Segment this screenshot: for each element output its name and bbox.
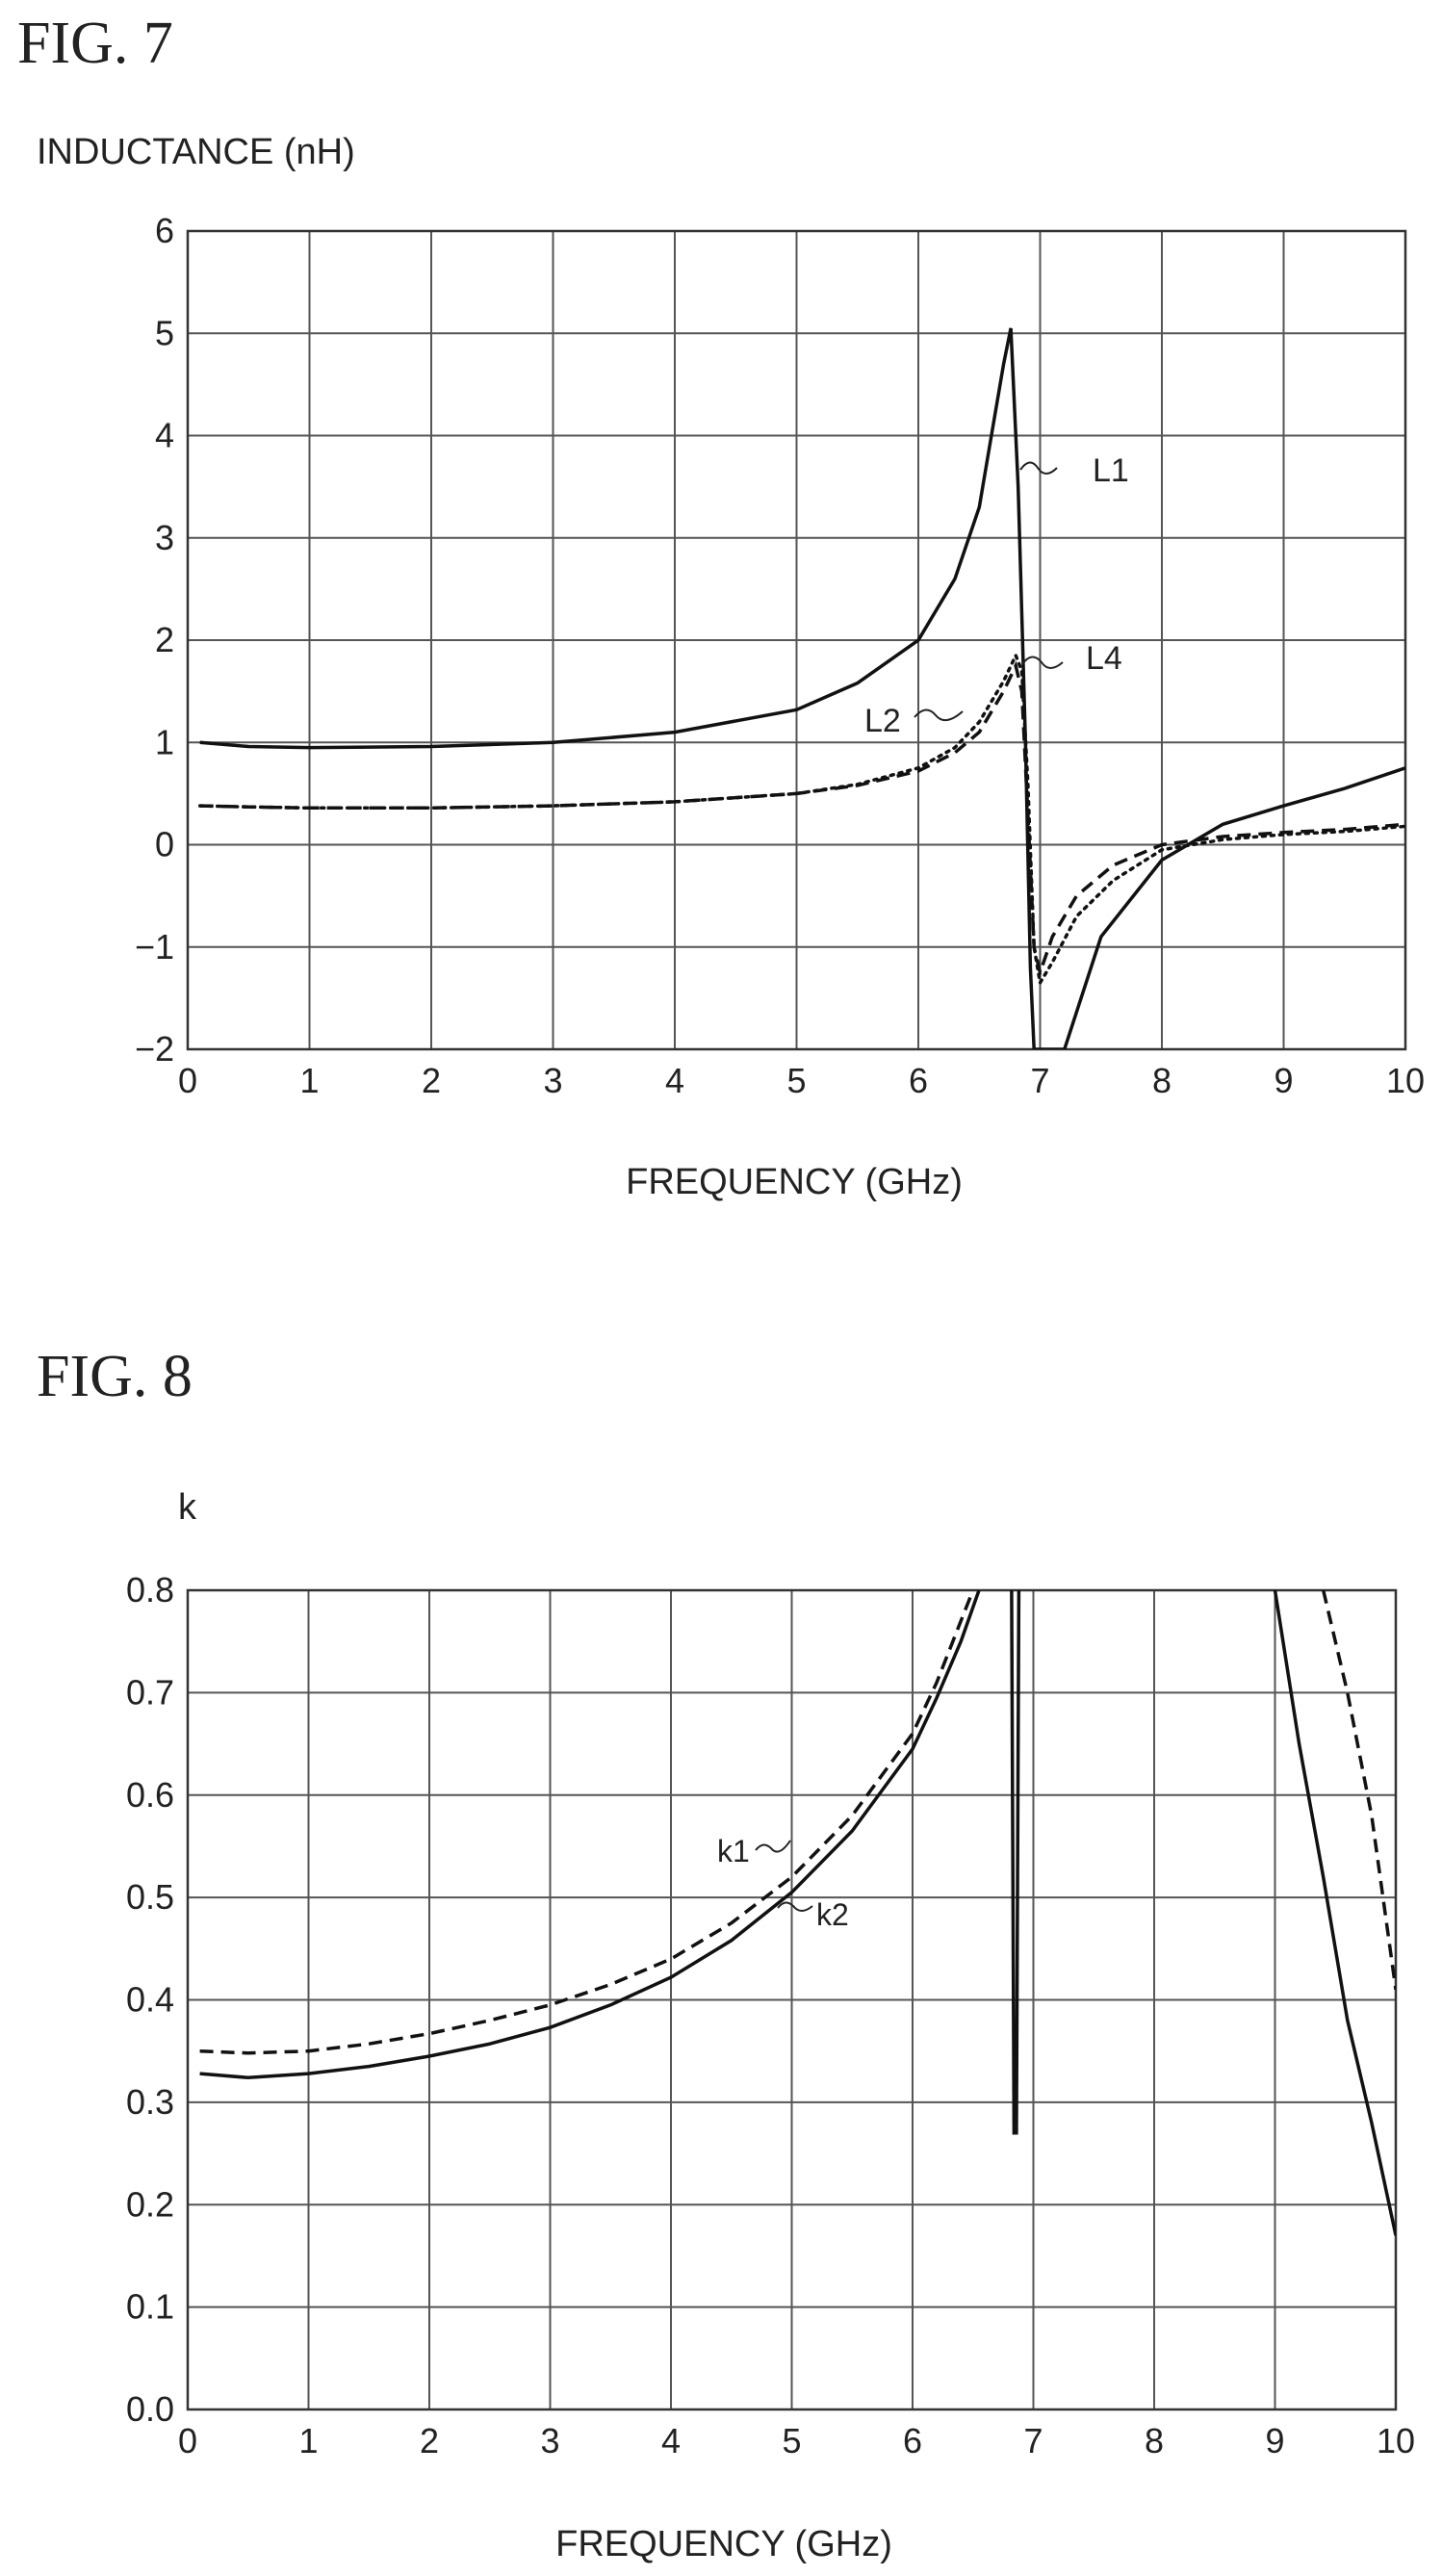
x-tick-label: 0 <box>178 2421 197 2460</box>
x-tick-label: 5 <box>786 1061 806 1100</box>
annotation-k2: k2 <box>816 1897 849 1932</box>
x-tick-label: 3 <box>543 1061 562 1100</box>
figure-8-label: FIG. 8 <box>37 1344 193 1409</box>
y-tick-label: 0.8 <box>126 1570 174 1610</box>
series-line-k1 <box>199 1590 975 2055</box>
x-tick-label: 8 <box>1152 1061 1172 1100</box>
annotation-l1: L1 <box>1093 452 1129 489</box>
plot-frame <box>186 1588 1398 2411</box>
y-tick-label: 6 <box>155 211 174 250</box>
x-tick-label: 9 <box>1274 1061 1293 1100</box>
leader-l1 <box>1019 461 1058 475</box>
y-axis-label: INDUCTANCE (nH) <box>37 132 355 172</box>
annotation-l4: L4 <box>1086 640 1122 677</box>
x-tick-label: 1 <box>298 2421 318 2460</box>
x-tick-label: 1 <box>299 1061 319 1100</box>
y-tick-label: 0.4 <box>126 1980 174 2020</box>
leader-l2 <box>914 708 964 722</box>
y-axis-label: k <box>178 1487 197 1528</box>
y-tick-label: 0.2 <box>126 2184 174 2224</box>
series-line-l2 <box>199 660 1405 979</box>
x-tick-label: 10 <box>1377 2421 1415 2460</box>
x-tick-label: 5 <box>782 2421 801 2460</box>
x-tick-label: 6 <box>903 2421 922 2460</box>
x-tick-label: 2 <box>422 1061 441 1100</box>
chart-fig8: k FREQUENCY (GHz) 0 1 2 3 4 5 6 7 8 9 10 0.0 0.1 0.2 0… <box>126 1487 1415 2564</box>
x-tick-label: 2 <box>420 2421 439 2460</box>
chart-fig7: INDUCTANCE (nH) FREQUENCY (GHz) 0 1 2 3 4 5 6 7… <box>37 132 1425 1202</box>
x-tick-label: 0 <box>178 1061 197 1100</box>
y-tick-label: 0.7 <box>126 1672 174 1712</box>
x-axis-label: FREQUENCY (GHz) <box>555 2524 892 2564</box>
series-line-k2-high <box>1273 1590 1396 2236</box>
x-tick-label: 4 <box>661 2421 681 2460</box>
x-tick-label: 8 <box>1145 2421 1164 2460</box>
x-tick-label: 4 <box>665 1061 684 1100</box>
x-tick-label: 3 <box>540 2421 559 2460</box>
y-tick-label: 5 <box>155 313 174 352</box>
figure-7-label: FIG. 7 <box>17 11 173 76</box>
x-tick-label: 6 <box>909 1061 928 1100</box>
annotation-k1: k1 <box>717 1834 750 1868</box>
annotation-l2: L2 <box>864 703 901 739</box>
series-line-l4 <box>197 651 1405 988</box>
series-line-l1 <box>199 327 1405 1049</box>
x-tick-label: 7 <box>1023 2421 1043 2460</box>
y-tick-label: 0.0 <box>126 2389 174 2429</box>
series-line-k1-high <box>1321 1590 1396 1991</box>
y-tick-label: 2 <box>155 620 174 659</box>
y-tick-label: 0 <box>155 825 174 864</box>
series-line-k2 <box>199 1590 981 2080</box>
series-line-k2-resonance <box>1010 1590 1021 2135</box>
x-axis-label: FREQUENCY (GHz) <box>626 1162 963 1202</box>
y-tick-label: 1 <box>155 722 174 761</box>
y-tick-label: 0.6 <box>126 1775 174 1815</box>
leader-l4 <box>1021 656 1064 669</box>
leader-k1 <box>755 1840 791 1853</box>
x-tick-label: 7 <box>1030 1061 1049 1100</box>
leader-k2 <box>777 1901 813 1912</box>
y-tick-label: 0.1 <box>126 2287 174 2327</box>
y-tick-label: −2 <box>135 1029 174 1069</box>
y-tick-label: 0.3 <box>126 2082 174 2122</box>
x-tick-label: 10 <box>1386 1061 1425 1100</box>
plot-frame <box>186 229 1407 1051</box>
y-tick-label: −1 <box>135 927 174 966</box>
y-tick-label: 0.5 <box>126 1877 174 1917</box>
y-tick-label: 4 <box>155 416 174 455</box>
x-tick-label: 9 <box>1265 2421 1284 2460</box>
y-tick-label: 3 <box>155 518 174 557</box>
